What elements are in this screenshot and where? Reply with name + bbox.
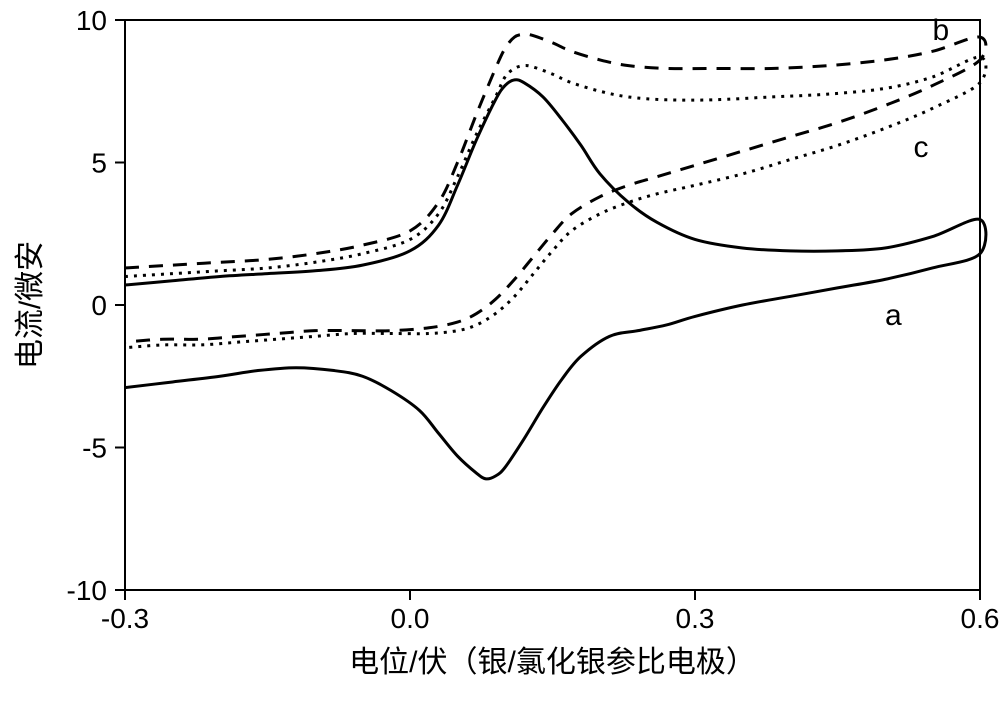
series-label-a: a [885,299,902,332]
y-tick-label: -10 [67,575,107,606]
series-label-c: c [914,131,929,164]
cv-chart: -10 -5 0 5 10 -0.3 0.0 0.3 0.6 电流/微安电位/伏（银/氯化银参比电… [0,0,1000,703]
x-axis-label: 电位/伏（银/氯化银参比电极） [349,646,756,679]
y-axis-label: 电流/微安 [14,241,47,369]
y-tick-label: 0 [91,290,107,321]
y-tick-label: 5 [91,148,107,179]
x-tick-label: 0.6 [961,603,1000,634]
x-tick-label: 0.3 [676,603,715,634]
y-tick-label: 10 [76,5,107,36]
x-tick-label: 0.0 [391,603,430,634]
series-label-b: b [933,14,950,47]
series-b [125,34,986,342]
x-tick-label: -0.3 [101,603,149,634]
chart-svg: -10 -5 0 5 10 -0.3 0.0 0.3 0.6 电流/微安电位/伏（银/氯化银参比电… [0,0,1000,703]
series-c [125,57,986,348]
y-tick-label: -5 [82,433,107,464]
